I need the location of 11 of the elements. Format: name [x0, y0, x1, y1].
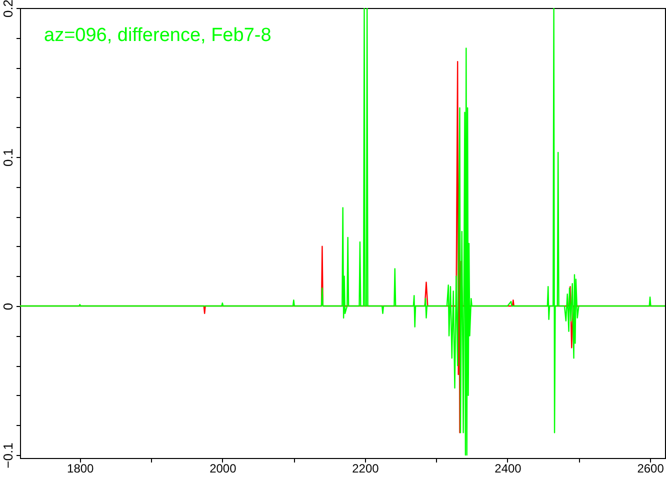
annotation: az=096, difference, Feb7-8 — [44, 25, 272, 46]
y-tick-label: 0.2 — [0, 0, 16, 18]
x-tick-label: 2000 — [210, 462, 237, 476]
x-tick-label: 2600 — [637, 462, 664, 476]
y-tick-label: −0.1 — [0, 442, 16, 468]
line-series — [20, 8, 665, 456]
x-tick-label: 1800 — [67, 462, 94, 476]
x-tick-label: 2200 — [352, 462, 380, 476]
y-tick-label: 0.1 — [0, 148, 16, 167]
x-tick-label: 2400 — [494, 462, 522, 476]
y-tick-label: 0 — [0, 302, 16, 310]
